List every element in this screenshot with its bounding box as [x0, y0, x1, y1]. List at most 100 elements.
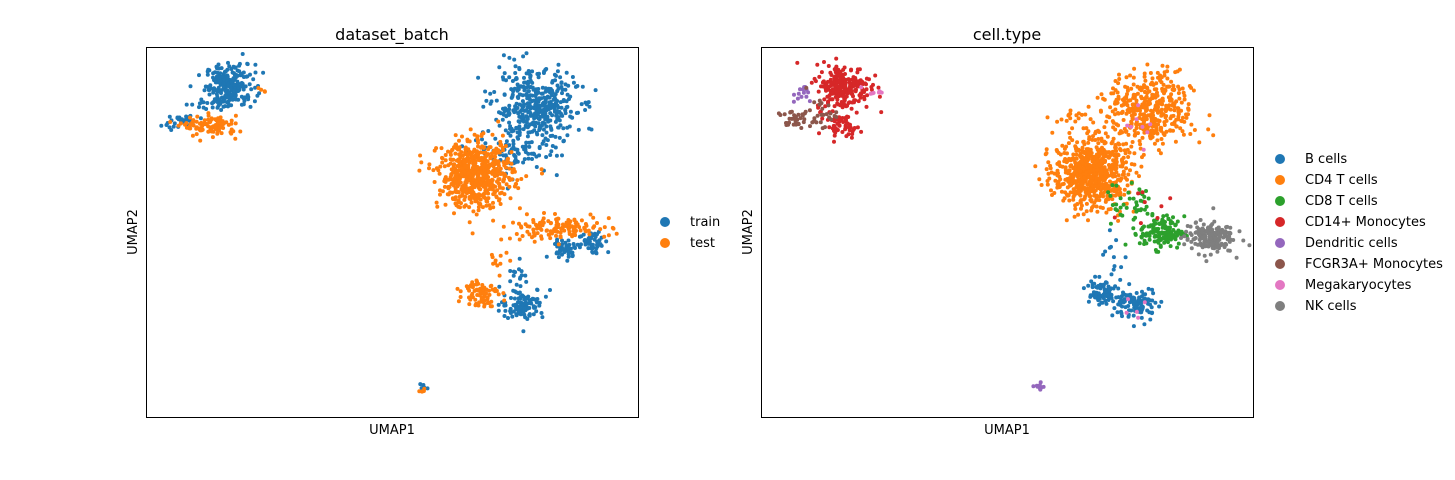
- data-point: [1107, 228, 1112, 233]
- legend-cell-type: B cells CD4 T cells CD8 T cells CD14+ Monoc…: [1275, 152, 1443, 314]
- data-point: [535, 226, 539, 231]
- data-point: [482, 160, 487, 165]
- data-point: [1218, 234, 1223, 239]
- data-point: [491, 261, 496, 266]
- data-point: [496, 119, 501, 124]
- data-point: [210, 135, 215, 140]
- data-point: [1225, 224, 1230, 229]
- data-point: [1129, 119, 1134, 124]
- data-point: [1166, 235, 1171, 240]
- data-point: [1113, 88, 1118, 93]
- data-point: [458, 295, 463, 299]
- data-point: [550, 90, 555, 95]
- data-point: [548, 236, 553, 241]
- data-point: [494, 194, 499, 199]
- data-point: [1120, 172, 1125, 177]
- data-point: [1159, 137, 1164, 141]
- data-point: [1205, 229, 1210, 234]
- data-point: [823, 104, 828, 109]
- data-point: [448, 152, 453, 157]
- data-point: [443, 153, 448, 157]
- data-point: [1059, 189, 1064, 194]
- data-point: [1130, 108, 1135, 113]
- data-point: [1162, 123, 1167, 127]
- data-point: [508, 196, 513, 201]
- data-point: [512, 296, 517, 301]
- data-point: [1123, 175, 1128, 180]
- data-point: [1186, 107, 1191, 112]
- data-point: [839, 100, 844, 104]
- data-point: [1098, 162, 1103, 167]
- data-point: [1098, 169, 1103, 173]
- data-point: [500, 186, 505, 191]
- data-point: [432, 180, 437, 184]
- data-point: [236, 81, 241, 86]
- data-point: [504, 78, 508, 83]
- data-point: [1075, 182, 1079, 187]
- data-point: [1148, 135, 1153, 140]
- data-point: [1073, 119, 1078, 124]
- data-point: [1131, 302, 1136, 307]
- data-point: [468, 297, 473, 302]
- data-point: [852, 126, 857, 130]
- data-point: [1104, 301, 1109, 306]
- data-point: [510, 167, 515, 172]
- data-point: [235, 73, 240, 78]
- data-point: [217, 66, 221, 71]
- data-point: [843, 80, 848, 85]
- data-point: [454, 181, 459, 186]
- data-point: [571, 80, 576, 85]
- data-point: [438, 164, 443, 169]
- data-point: [846, 125, 851, 130]
- data-point: [589, 127, 594, 132]
- data-point: [1109, 163, 1114, 168]
- data-point: [501, 106, 505, 111]
- data-point: [1121, 142, 1126, 147]
- data-point: [577, 225, 582, 229]
- data-point: [1198, 218, 1203, 222]
- data-point: [1142, 96, 1147, 101]
- data-point: [511, 138, 516, 143]
- data-point: [1113, 284, 1118, 289]
- data-point: [583, 242, 588, 247]
- data-point: [1090, 137, 1095, 142]
- data-point: [1127, 196, 1132, 201]
- data-point: [542, 69, 547, 74]
- data-point: [1139, 88, 1144, 93]
- data-point: [531, 218, 536, 222]
- data-point: [529, 85, 533, 89]
- legend-marker-megakaryocytes: [1275, 280, 1285, 290]
- data-point: [513, 64, 518, 69]
- data-point: [862, 97, 867, 102]
- data-point: [1067, 131, 1072, 135]
- data-point: [507, 103, 512, 108]
- data-point: [1197, 140, 1202, 145]
- data-point: [516, 186, 521, 191]
- data-point: [513, 270, 518, 275]
- data-point: [508, 269, 513, 273]
- data-point: [1161, 82, 1166, 87]
- data-point: [1136, 298, 1141, 303]
- data-point: [877, 94, 882, 99]
- data-point: [482, 304, 487, 309]
- data-point: [574, 111, 579, 115]
- data-point: [834, 56, 839, 61]
- data-point: [1124, 310, 1129, 315]
- data-point: [812, 76, 817, 81]
- data-point: [418, 382, 423, 387]
- data-point: [543, 100, 548, 105]
- data-point: [847, 87, 852, 92]
- panel-cell-type: cell.type UMAP1 UMAP2 B cells CD4 T cells…: [741, 25, 1443, 438]
- data-point: [1138, 302, 1143, 306]
- data-point: [1105, 134, 1110, 139]
- data-point: [557, 118, 562, 123]
- data-point: [561, 139, 566, 144]
- data-point: [1116, 173, 1121, 178]
- data-point: [525, 96, 530, 101]
- data-point: [1199, 243, 1204, 248]
- data-point: [229, 118, 234, 123]
- data-point: [502, 92, 507, 97]
- data-point: [1180, 86, 1185, 91]
- data-point: [507, 120, 512, 125]
- data-point: [1087, 152, 1092, 157]
